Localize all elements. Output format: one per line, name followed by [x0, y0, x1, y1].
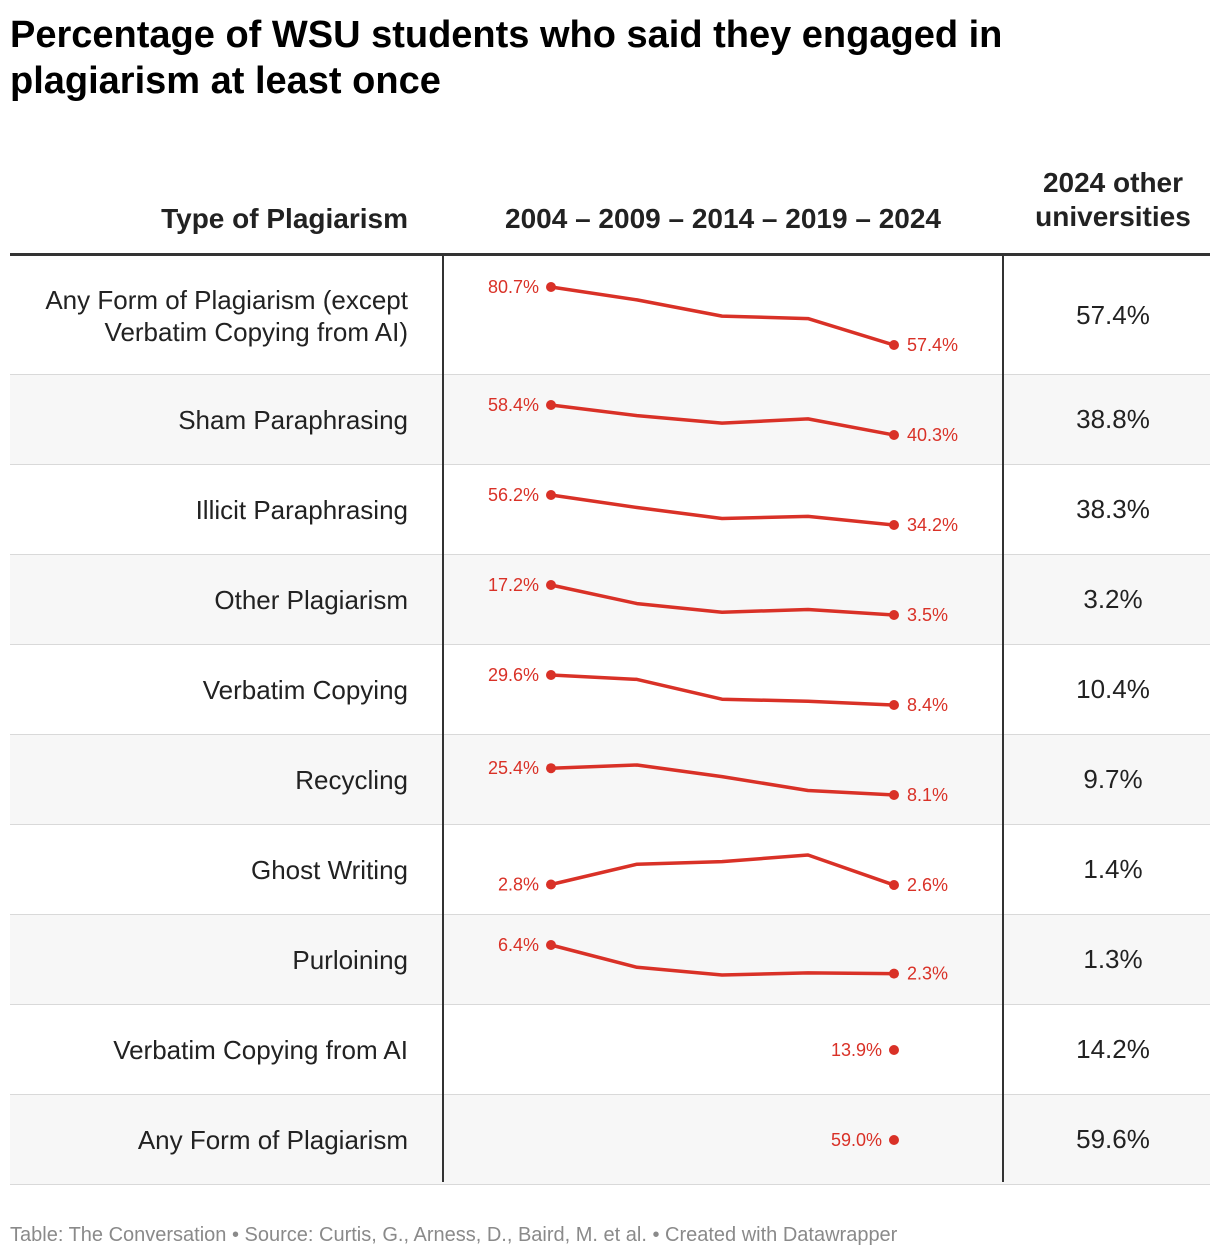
- column-divider-right: [1002, 256, 1004, 1182]
- end-value-label: 40.3%: [907, 425, 958, 445]
- table-row: Ghost Writing 1.4%: [10, 825, 1210, 915]
- table-row: Recycling 9.7%: [10, 735, 1210, 825]
- end-value-label: 8.1%: [907, 785, 948, 805]
- end-value-label: 2.3%: [907, 964, 948, 984]
- end-point: [889, 340, 899, 350]
- end-point: [889, 610, 899, 620]
- row-label: Illicit Paraphrasing: [195, 494, 408, 525]
- start-value-label: 29.6%: [488, 665, 539, 685]
- other-universities-value: 10.4%: [1076, 674, 1150, 704]
- end-point: [889, 1045, 899, 1055]
- other-universities-value: 3.2%: [1083, 584, 1143, 614]
- row-label: Any Form of Plagiarism (except Verbatim …: [45, 284, 408, 347]
- start-value-label: 17.2%: [488, 575, 539, 595]
- start-point: [546, 580, 556, 590]
- table-row: Sham Paraphrasing 38.8%: [10, 375, 1210, 465]
- start-point: [546, 763, 556, 774]
- sparkline-series: [549, 493, 896, 527]
- row-label: Recycling: [295, 764, 408, 795]
- header-type-of-plagiarism: Type of Plagiarism: [161, 203, 408, 234]
- sparkline-series: [549, 583, 896, 617]
- column-divider-left: [442, 256, 444, 1182]
- start-point: [546, 282, 556, 292]
- other-universities-value: 1.3%: [1083, 944, 1143, 974]
- other-universities-value: 9.7%: [1083, 764, 1143, 794]
- footer-source: Table: The Conversation • Source: Curtis…: [10, 1224, 898, 1246]
- end-point: [889, 700, 899, 710]
- start-point: [546, 879, 556, 890]
- sparkline-series: [549, 285, 896, 347]
- end-value-label: 2.6%: [907, 875, 948, 895]
- table-row: Illicit Paraphrasing 38.3%: [10, 465, 1210, 555]
- other-universities-value: 59.6%: [1076, 1124, 1150, 1154]
- other-universities-value: 38.3%: [1076, 494, 1150, 524]
- table-row: Any Form of Plagiarism (except Verbatim …: [10, 257, 1210, 375]
- row-label: Purloining: [292, 944, 408, 975]
- chart-title: Percentage of WSU students who said they…: [10, 14, 1003, 102]
- end-value-label: 59.0%: [831, 1130, 882, 1150]
- start-value-label: 2.8%: [498, 875, 539, 895]
- end-value-label: 57.4%: [907, 335, 958, 355]
- start-point: [546, 670, 556, 680]
- header-other-universities: 2024 other universities: [1035, 167, 1191, 232]
- table-row: Other Plagiarism 3.2%: [10, 555, 1210, 645]
- end-value-label: 13.9%: [831, 1040, 882, 1060]
- end-point: [889, 520, 899, 530]
- start-value-label: 80.7%: [488, 277, 539, 297]
- row-label: Verbatim Copying: [202, 674, 408, 705]
- end-point: [889, 880, 899, 890]
- row-label: Sham Paraphrasing: [178, 404, 408, 435]
- row-label: Ghost Writing: [250, 854, 408, 885]
- start-value-label: 56.2%: [488, 485, 539, 505]
- row-label: Other Plagiarism: [214, 584, 408, 615]
- other-universities-value: 57.4%: [1076, 300, 1150, 330]
- start-point: [546, 400, 556, 410]
- sparkline-series: [549, 853, 896, 887]
- end-value-label: 3.5%: [907, 605, 948, 625]
- table-row: Any Form of Plagiarism 59.6%: [10, 1095, 1210, 1185]
- row-label: Any Form of Plagiarism: [137, 1124, 408, 1155]
- start-value-label: 6.4%: [498, 935, 539, 955]
- end-point: [889, 968, 899, 979]
- table-row: Verbatim Copying from AI 14.2%: [10, 1005, 1210, 1095]
- sparkline-series: [549, 673, 896, 707]
- header-rule: [10, 253, 1210, 256]
- end-value-label: 8.4%: [907, 695, 948, 715]
- row-label: Verbatim Copying from AI: [113, 1034, 408, 1065]
- end-point: [889, 790, 899, 800]
- end-value-label: 34.2%: [907, 515, 958, 535]
- start-point: [546, 490, 556, 500]
- end-point: [889, 1135, 899, 1145]
- start-value-label: 58.4%: [488, 395, 539, 415]
- sparkline-series: [549, 763, 896, 797]
- start-point: [546, 940, 556, 950]
- sparkline-series: [549, 403, 896, 437]
- other-universities-value: 14.2%: [1076, 1034, 1150, 1064]
- start-value-label: 25.4%: [488, 758, 539, 778]
- table-row: Verbatim Copying 10.4%: [10, 645, 1210, 735]
- end-point: [889, 430, 899, 440]
- other-universities-value: 1.4%: [1083, 854, 1143, 884]
- other-universities-value: 38.8%: [1076, 404, 1150, 434]
- sparkline-series: [549, 943, 896, 977]
- header-years: 2004 – 2009 – 2014 – 2019 – 2024: [505, 203, 941, 234]
